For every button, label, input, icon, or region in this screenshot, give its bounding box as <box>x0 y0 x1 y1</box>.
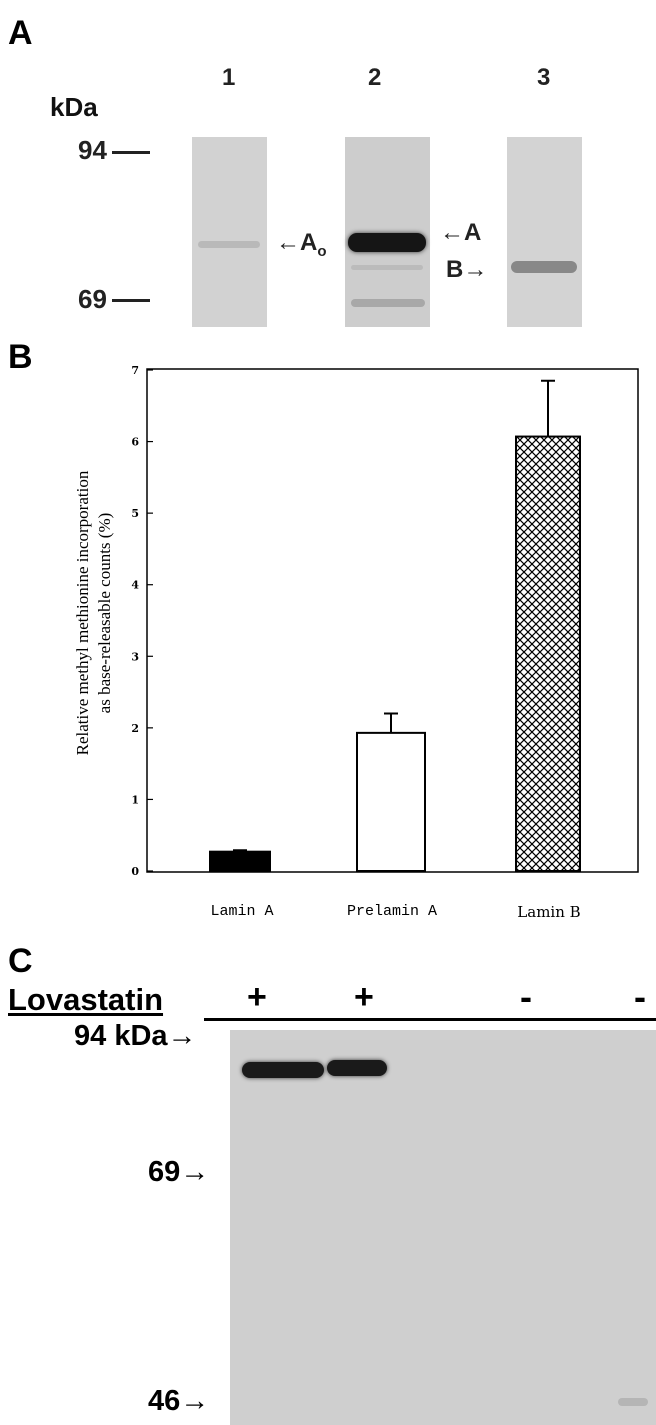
marker-c-94: 94 kDa→ <box>74 1020 197 1052</box>
marker-94: 94 <box>78 135 107 165</box>
y-ticks: 0 1 2 3 4 5 6 7 <box>131 364 153 878</box>
blot-band-lane-2 <box>327 1060 387 1076</box>
category-label-lamin-b: Lamin B <box>517 903 581 921</box>
y-tick-label: 6 <box>131 436 139 449</box>
y-tick-label: 5 <box>131 507 139 520</box>
marker-c-46: 46→ <box>148 1385 210 1417</box>
band-prelamin-a <box>348 233 426 252</box>
marker-94-line <box>112 151 150 154</box>
lovastatin-rule <box>204 1018 656 1021</box>
sign-lane-2: + <box>354 978 374 1016</box>
y-tick-label: 4 <box>131 579 139 592</box>
error-bar <box>541 379 555 437</box>
bars <box>209 379 581 873</box>
sign-lane-4: - <box>634 976 646 1017</box>
band-lamin-b <box>511 261 577 273</box>
lane-number-1: 1 <box>222 64 236 91</box>
category-label-prelamin-a: Prelamin A <box>346 903 437 920</box>
marker-69-line <box>112 299 150 302</box>
band-label-a0: ←Ao <box>276 229 327 260</box>
panel-c-label: C <box>8 942 33 980</box>
western-blot <box>230 1030 656 1425</box>
kda-unit-label: kDa <box>50 92 98 122</box>
gel-lane-2 <box>345 137 430 327</box>
sign-lane-1: + <box>247 978 267 1016</box>
gel-lane-3 <box>507 137 582 327</box>
band-lane2-minor-2 <box>351 299 425 307</box>
band-label-b: B→ <box>446 256 488 283</box>
marker-69: 69 <box>78 284 107 314</box>
error-bar <box>233 849 247 852</box>
bar-lamin-b <box>515 435 581 872</box>
category-label-lamin-a: Lamin A <box>210 903 274 920</box>
y-tick-label: 3 <box>131 650 139 663</box>
y-tick-label: 2 <box>131 722 139 735</box>
band-label-a0-subscript: o <box>317 243 327 260</box>
y-tick-label: 0 <box>131 865 139 878</box>
blot-band-lane-1 <box>242 1062 324 1078</box>
lane-number-2: 2 <box>368 64 382 91</box>
bar-lamin-a <box>209 850 271 873</box>
band-a0 <box>198 241 260 248</box>
bar-prelamin-a <box>356 731 426 872</box>
lovastatin-label: Lovastatin <box>8 982 164 1017</box>
error-bar <box>384 712 398 733</box>
y-tick-label: 1 <box>131 793 139 806</box>
panel-a-label: A <box>8 14 33 52</box>
lane-number-3: 3 <box>537 64 551 91</box>
sign-lane-3: - <box>520 976 532 1017</box>
marker-c-69: 69→ <box>148 1156 210 1188</box>
band-lane2-minor-1 <box>351 265 423 270</box>
gel-lane-1 <box>192 137 267 327</box>
plot-frame <box>146 368 639 873</box>
y-tick-label: 7 <box>131 364 139 377</box>
blot-faint-band-lane-4 <box>618 1398 648 1406</box>
band-label-a0-text: ←A <box>276 229 318 256</box>
panel-b-label: B <box>8 338 33 376</box>
band-label-a: ←A <box>440 219 482 246</box>
